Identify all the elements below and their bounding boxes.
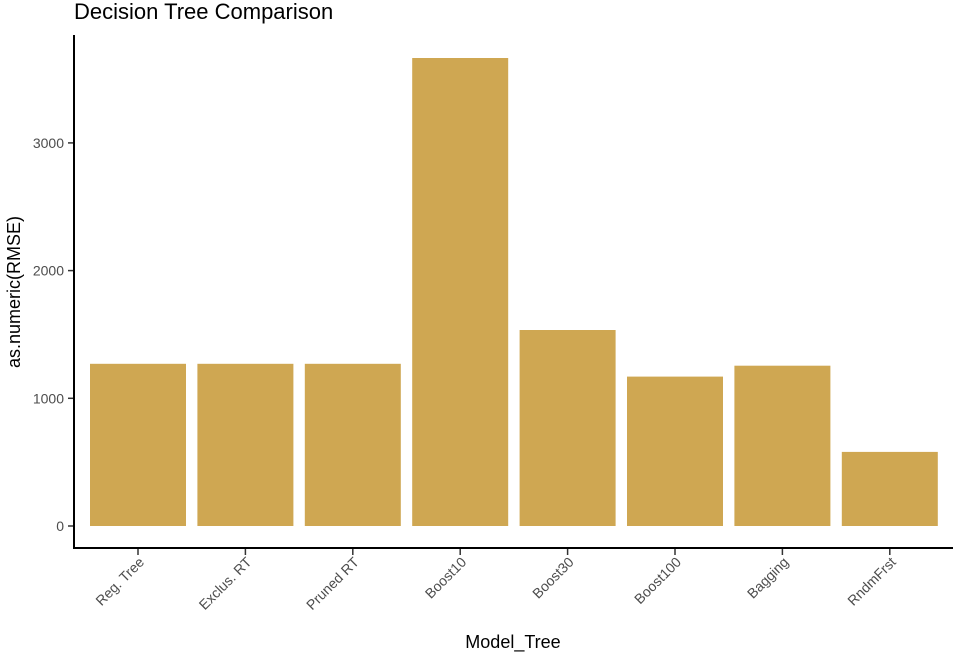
chart-title: Decision Tree Comparison: [74, 0, 333, 24]
x-tick-label: Boost30: [529, 554, 577, 602]
bar-bagging: [734, 365, 831, 526]
y-tick-label: 3000: [33, 135, 64, 151]
bar-boost10: [412, 58, 509, 526]
y-tick-label: 0: [56, 518, 64, 534]
x-axis-ticks: Reg. Tree Exclus. RT Pruned RT Boost10 Boost…: [92, 549, 899, 613]
x-tick-label: Boost10: [422, 554, 470, 602]
x-tick-label: Bagging: [744, 554, 792, 602]
bar-reg-tree: [90, 363, 186, 526]
x-tick-label: Reg. Tree: [92, 554, 147, 609]
y-axis-title: as.numeric(RMSE): [4, 216, 24, 368]
y-axis-ticks: 0 1000 2000 3000: [33, 135, 74, 534]
bars-group: [90, 58, 938, 526]
x-tick-label: Exclus. RT: [196, 554, 255, 613]
bar-pruned-rt: [304, 363, 401, 526]
bar-boost100: [627, 376, 723, 526]
x-tick-label: Boost100: [631, 554, 684, 607]
y-tick-label: 2000: [33, 263, 64, 279]
bar-rndmfrst: [841, 451, 938, 526]
y-tick-label: 1000: [33, 390, 64, 406]
bar-exclus-rt: [197, 363, 294, 526]
bar-boost30: [519, 330, 616, 526]
x-tick-label: RndmFrst: [844, 554, 899, 609]
x-tick-label: Pruned RT: [303, 553, 362, 612]
x-axis-title: Model_Tree: [465, 632, 560, 653]
